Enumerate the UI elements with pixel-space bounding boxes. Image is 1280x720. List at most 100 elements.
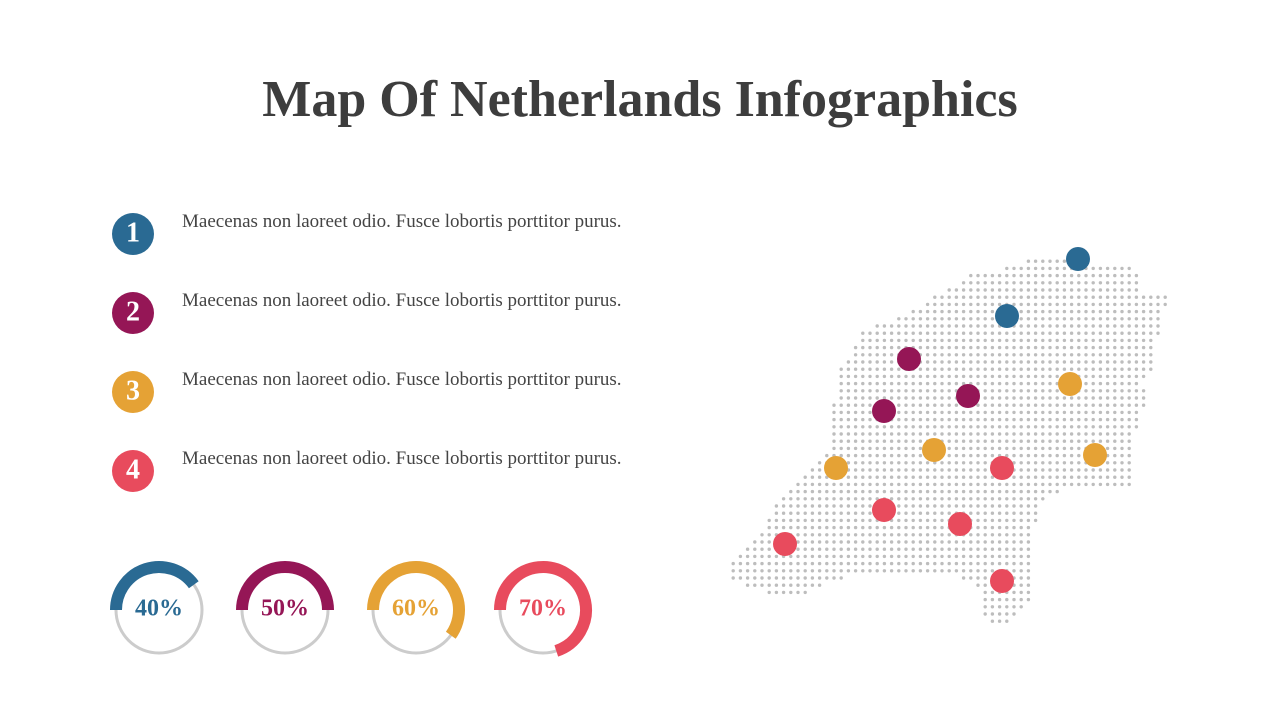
map-dot xyxy=(1033,302,1038,307)
map-dot xyxy=(947,547,951,551)
map-dot xyxy=(853,360,858,364)
map-dot xyxy=(940,425,944,429)
map-dot xyxy=(1141,309,1146,314)
map-dot xyxy=(911,317,915,321)
map-dot xyxy=(1041,489,1045,494)
map-dot xyxy=(911,439,915,443)
map-dot xyxy=(1005,439,1009,443)
map-dot xyxy=(1077,425,1081,429)
map-dot xyxy=(1120,453,1124,458)
map-dot xyxy=(976,518,980,523)
map-dot xyxy=(1033,497,1038,501)
map-dot xyxy=(1012,417,1016,422)
map-dot xyxy=(983,345,987,350)
map-dot xyxy=(889,389,894,393)
map-dot xyxy=(1062,295,1067,299)
map-dot xyxy=(796,554,800,559)
map-dot xyxy=(1069,461,1074,465)
map-dot xyxy=(1127,446,1131,451)
map-dot xyxy=(940,461,944,465)
map-dot xyxy=(911,468,915,472)
map-dot xyxy=(911,525,915,530)
map-dot xyxy=(853,439,858,443)
map-dot xyxy=(1077,475,1081,479)
map-dot xyxy=(1012,554,1016,559)
map-dot xyxy=(954,547,959,551)
map-dot xyxy=(1041,338,1045,343)
map-dot xyxy=(889,432,894,436)
map-dot xyxy=(897,547,901,551)
map-dot xyxy=(983,576,987,580)
map-dot xyxy=(825,569,829,573)
map-dot xyxy=(933,345,937,350)
map-dot xyxy=(976,381,980,386)
map-dot xyxy=(1069,302,1074,307)
map-dot xyxy=(1069,295,1074,299)
map-dot xyxy=(1134,295,1139,299)
map-dot xyxy=(745,576,750,580)
map-dot xyxy=(825,576,829,580)
map-dot xyxy=(1105,389,1110,393)
map-dot xyxy=(774,590,779,595)
map-dot xyxy=(1033,324,1038,328)
map-dot xyxy=(947,324,951,328)
map-dot xyxy=(853,475,858,479)
map-dot xyxy=(846,511,851,515)
map-dot xyxy=(1026,374,1031,379)
map-dot xyxy=(897,569,901,573)
map-dot xyxy=(839,396,843,400)
map-dot xyxy=(954,417,959,422)
map-dot xyxy=(1012,504,1016,508)
map-dot xyxy=(976,309,980,314)
map-dot xyxy=(868,461,872,465)
map-dot xyxy=(1084,396,1088,400)
map-dot xyxy=(1055,345,1059,350)
map-dot xyxy=(846,410,851,415)
map-dot xyxy=(875,439,879,443)
map-dot xyxy=(1062,432,1067,436)
map-dot xyxy=(868,367,872,371)
map-dot xyxy=(861,453,865,458)
map-dot xyxy=(803,482,807,487)
map-dot xyxy=(839,482,843,487)
map-dot xyxy=(1091,439,1095,443)
map-dot xyxy=(983,540,987,544)
map-dot xyxy=(904,475,908,479)
map-dot xyxy=(1105,324,1110,328)
map-dot xyxy=(875,533,879,537)
map-dot xyxy=(904,461,908,465)
map-dot xyxy=(940,367,944,371)
map-dot xyxy=(925,425,930,429)
map-dot xyxy=(731,561,735,566)
map-dot xyxy=(1019,309,1023,314)
map-dot xyxy=(969,360,973,364)
map-dot xyxy=(853,468,858,472)
map-dot xyxy=(1026,576,1031,580)
map-dot xyxy=(990,345,995,350)
map-dot xyxy=(1055,302,1059,307)
map-dot xyxy=(1012,612,1016,616)
map-dot xyxy=(1048,468,1052,472)
map-dot xyxy=(1048,367,1052,371)
map-marker xyxy=(990,569,1014,593)
map-dot xyxy=(868,475,872,479)
map-dot xyxy=(1033,345,1038,350)
map-dot xyxy=(990,324,995,328)
map-dot xyxy=(853,353,858,357)
map-dot xyxy=(1149,367,1153,371)
map-dot xyxy=(839,504,843,508)
map-dot xyxy=(810,489,815,494)
map-dot xyxy=(947,381,951,386)
map-dot xyxy=(1048,288,1052,292)
map-dot xyxy=(940,489,944,494)
map-dot xyxy=(1048,475,1052,479)
map-dot xyxy=(882,533,887,537)
map-dot xyxy=(1134,338,1139,343)
map-dot xyxy=(1019,576,1023,580)
map-dot xyxy=(911,410,915,415)
map-dot xyxy=(1113,367,1117,371)
map-dot xyxy=(1041,367,1045,371)
map-dot xyxy=(875,389,879,393)
map-dot xyxy=(997,605,1002,609)
map-dot xyxy=(1084,345,1088,350)
